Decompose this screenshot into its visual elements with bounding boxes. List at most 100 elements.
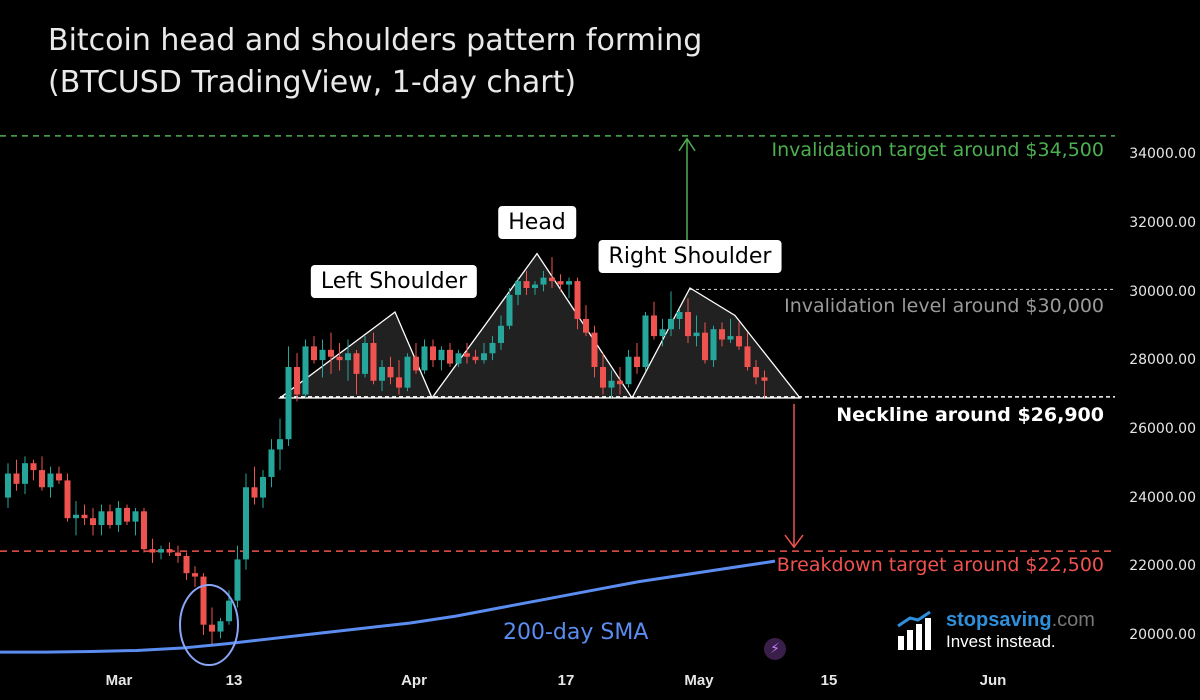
candle-body — [73, 514, 79, 519]
candle-body — [294, 367, 300, 395]
right-shoulder-label: Right Shoulder — [598, 240, 782, 273]
candle-up — [532, 281, 538, 295]
candle-down — [124, 504, 130, 526]
candle-body — [464, 353, 470, 357]
left-shoulder-label: Left Shoulder — [310, 265, 478, 298]
candle-body — [353, 353, 360, 374]
candle-up — [659, 318, 666, 347]
candle-body — [362, 342, 368, 374]
candle-down — [702, 322, 708, 364]
candle-body — [345, 353, 351, 361]
invalidation-level-note: Invalidation level around $30,000 — [784, 295, 1104, 317]
candle-up — [362, 336, 368, 378]
candle-body — [13, 473, 20, 484]
candle-down — [557, 274, 564, 292]
candle-body — [81, 514, 88, 519]
candle-up — [455, 349, 462, 368]
target-arrows — [678, 137, 804, 549]
candle-body — [583, 318, 589, 333]
candle-body — [438, 349, 445, 361]
candle-up — [243, 473, 249, 570]
x-tick-label: 13 — [225, 672, 243, 689]
candle-down — [753, 360, 759, 385]
candle-body — [523, 281, 530, 288]
candle-body — [744, 346, 751, 368]
candle-body — [115, 507, 122, 526]
candle-down — [387, 356, 394, 385]
candle-up — [438, 346, 445, 371]
candle-down — [549, 257, 555, 288]
bar-chart-arrow-icon — [897, 610, 931, 650]
candle-body — [175, 552, 181, 556]
candle-body — [158, 549, 164, 553]
chart-title-line1: Bitcoin head and shoulders pattern formi… — [48, 23, 703, 58]
candle-body — [421, 346, 428, 371]
candle-body — [506, 294, 513, 326]
breakdown-target-note: Breakdown target around $22,500 — [776, 554, 1104, 576]
invalidation-arrow-head — [678, 137, 696, 152]
candle-up — [158, 545, 164, 560]
candle-down — [736, 322, 742, 350]
candle-body — [149, 549, 156, 553]
y-tick-label: 26000.00 — [1129, 421, 1196, 437]
candle-up — [302, 339, 309, 398]
candle-down — [447, 342, 453, 368]
candle-body — [209, 624, 215, 632]
candle-down — [251, 466, 258, 505]
candle-up — [345, 339, 351, 381]
candle-body — [64, 480, 71, 519]
candle-body — [319, 349, 326, 361]
candle-body — [124, 507, 130, 522]
candle-up — [115, 501, 122, 532]
candle-down — [183, 552, 190, 581]
candle-body — [90, 518, 96, 526]
x-tick-label: Apr — [401, 672, 427, 689]
candle-down — [64, 473, 71, 522]
candle-body — [39, 470, 45, 488]
candle-down — [328, 332, 334, 374]
neckline-note: Neckline around $26,900 — [836, 404, 1104, 426]
sma-series — [0, 559, 776, 654]
candle-down — [175, 545, 181, 563]
candle-body — [226, 600, 232, 622]
sma-label: 200-day SMA — [503, 620, 649, 645]
candle-down — [336, 342, 343, 371]
candle-down — [574, 277, 581, 330]
candle-body — [489, 342, 496, 354]
candle-body — [710, 329, 717, 361]
watermark-tagline: Invest instead. — [946, 632, 1056, 651]
candle-body — [56, 473, 62, 481]
candle-body — [311, 346, 317, 361]
candle-down — [651, 301, 657, 340]
candle-body — [727, 336, 734, 340]
candle-body — [761, 377, 768, 381]
candle-body — [243, 487, 249, 560]
candle-body — [685, 312, 691, 337]
candle-body — [387, 367, 394, 378]
candle-up — [489, 336, 496, 361]
lightning-bolt-icon: ⚡ — [764, 638, 786, 660]
candle-down — [353, 349, 360, 395]
x-tick-label: Mar — [105, 672, 133, 689]
candle-body — [693, 332, 700, 337]
candle-body — [141, 511, 147, 550]
chart-title-line2: (BTCUSD TradingView, 1-day chart) — [48, 65, 577, 100]
y-tick-label: 24000.00 — [1129, 490, 1196, 506]
candle-down — [600, 353, 606, 395]
candle-up — [285, 346, 292, 447]
candle-body — [753, 367, 759, 378]
candle-down — [209, 607, 215, 646]
candle-up — [625, 349, 632, 388]
candle-down — [744, 332, 751, 371]
candle-body — [472, 356, 479, 361]
y-tick-label: 34000.00 — [1129, 146, 1196, 162]
candle-body — [532, 284, 538, 288]
candle-up — [676, 308, 683, 330]
candle-body — [634, 356, 640, 368]
candle-down — [166, 542, 173, 556]
candle-up — [217, 617, 224, 639]
candle-body — [481, 353, 487, 361]
candle-body — [668, 318, 674, 330]
candle-down — [591, 325, 598, 378]
